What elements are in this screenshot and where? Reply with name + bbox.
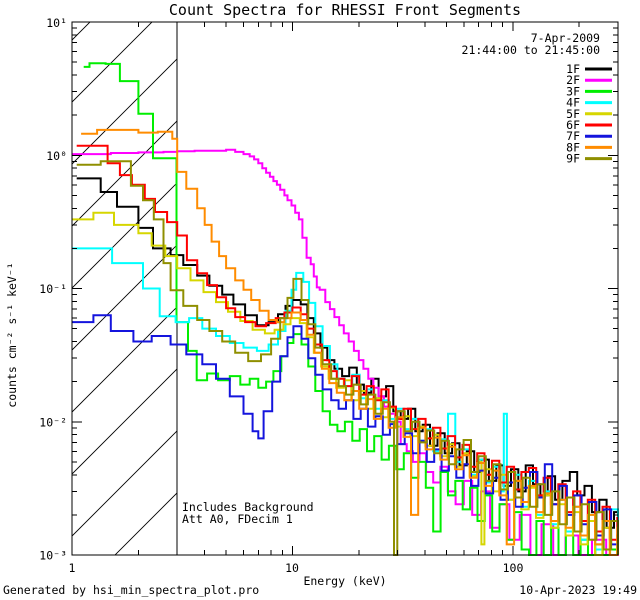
legend-label-1F: 1F xyxy=(566,62,580,76)
hatch-lines xyxy=(72,22,178,555)
y-tick-label-1e0: 10⁰ xyxy=(46,149,67,163)
hatched-region xyxy=(72,22,178,555)
legend-label-5F: 5F xyxy=(566,107,580,121)
series-8F-curve xyxy=(81,128,619,556)
x-axis-label: Energy (keV) xyxy=(303,574,386,588)
series-9F-curve xyxy=(76,160,619,556)
y-tick-label-1e1: 10¹ xyxy=(46,16,67,30)
legend-label-6F: 6F xyxy=(566,118,580,132)
axes-frame xyxy=(71,21,619,556)
legend-label-7F: 7F xyxy=(566,129,580,143)
series-2F-curve xyxy=(72,148,619,556)
y-tick-label-1e-1: 10⁻¹ xyxy=(39,282,67,296)
legend-label-2F: 2F xyxy=(566,73,580,87)
legend-label-9F: 9F xyxy=(566,152,580,166)
chart-title: Count Spectra for RHESSI Front Segments xyxy=(169,1,521,19)
footer-generator-credit: Generated by hsi_min_spectra_plot.pro xyxy=(3,583,259,597)
x-tick-label-1: 1 xyxy=(69,561,76,575)
note-attenuator-state: Att A0, FDecim 1 xyxy=(182,512,293,526)
legend-label-8F: 8F xyxy=(566,140,580,154)
y-tick-label-1e-2: 10⁻² xyxy=(39,416,67,430)
legend-label-3F: 3F xyxy=(566,84,580,98)
observation-time-range: 21:44:00 to 21:45:00 xyxy=(462,43,601,57)
y-tick-label-1e-3: 10⁻³ xyxy=(39,549,67,563)
x-tick-label-100: 100 xyxy=(503,561,524,575)
y-axis-label: counts cm⁻² s⁻¹ keV⁻¹ xyxy=(5,262,19,407)
note-includes-background: Includes Background xyxy=(182,500,314,514)
spectra-curves xyxy=(72,62,619,556)
observation-date: 7-Apr-2009 xyxy=(531,31,600,45)
series-6F-curve xyxy=(76,144,619,541)
legend-label-4F: 4F xyxy=(566,96,580,110)
x-tick-label-10: 10 xyxy=(285,561,299,575)
footer-render-timestamp: 10-Apr-2023 19:49 xyxy=(519,583,637,597)
